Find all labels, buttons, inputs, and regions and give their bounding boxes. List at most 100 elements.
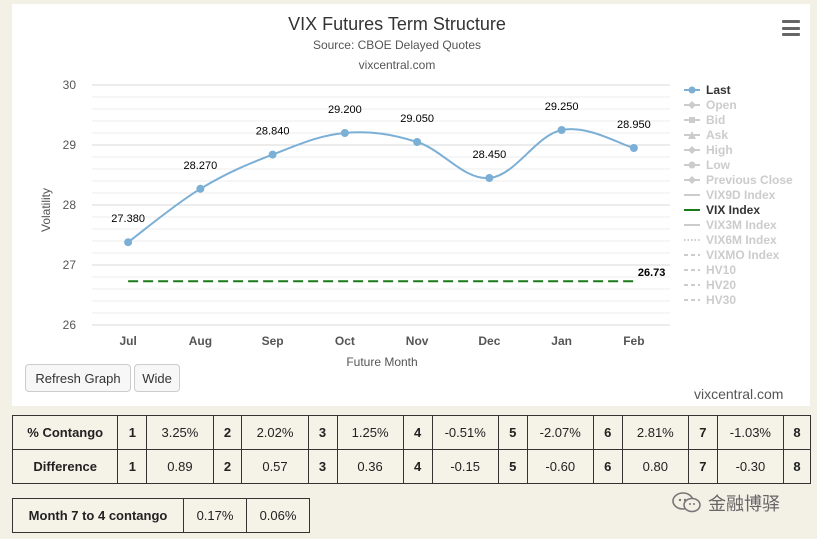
legend-marker-icon <box>684 175 700 184</box>
legend-label: HV30 <box>706 292 737 307</box>
legend-label: VIX3M Index <box>706 217 777 232</box>
month-contango-value-1: 0.17% <box>183 498 247 533</box>
contango-index: 8 <box>782 415 812 450</box>
legend-item[interactable]: High <box>684 142 808 157</box>
last-point[interactable] <box>413 138 422 146</box>
chart-credit-top[interactable]: vixcentral.com <box>358 58 436 72</box>
legend-label: VIXMO Index <box>706 247 780 262</box>
contango-value: -2.07% <box>526 415 594 450</box>
legend-item[interactable]: VIX6M Index <box>684 232 808 247</box>
last-point[interactable] <box>124 238 133 247</box>
legend-label: VIX Index <box>706 202 761 217</box>
last-point[interactable] <box>268 150 277 159</box>
contango-value: -0.51% <box>431 415 499 450</box>
contango-value: 1.25% <box>336 415 404 450</box>
chart-menu-icon[interactable] <box>782 20 800 36</box>
legend-item[interactable]: VIXMO Index <box>684 247 808 262</box>
last-point[interactable] <box>196 184 205 193</box>
legend-label: Last <box>706 82 731 97</box>
contango-index: 7 <box>687 415 718 450</box>
contango-table: % Contango 1 3.25% 2 2.02% 3 1.25% 4 -0.51% 5 -2.… <box>11 415 812 484</box>
difference-index: 1 <box>117 449 148 484</box>
legend-marker-icon <box>684 268 700 271</box>
difference-index: 4 <box>402 449 433 484</box>
last-data-label: 28.840 <box>256 126 290 138</box>
legend-label: Previous Close <box>706 172 793 187</box>
refresh-graph-button[interactable]: Refresh Graph <box>25 364 131 392</box>
legend-marker-icon <box>684 86 700 93</box>
wide-button[interactable]: Wide <box>134 364 180 392</box>
last-series: 27.380 28.270 28.840 29.200 29.050 28.450 29.2… <box>111 101 651 247</box>
difference-value: 0.80 <box>621 449 689 484</box>
legend-marker-icon <box>684 253 700 256</box>
contango-value: -1.03% <box>716 415 784 450</box>
x-tick-label: Jul <box>119 334 136 348</box>
legend-item[interactable]: Bid <box>684 112 808 127</box>
contango-label: % Contango <box>11 415 119 450</box>
legend-item[interactable]: HV10 <box>684 262 808 277</box>
difference-label: Difference <box>11 449 119 484</box>
line-chart: 26 27 28 29 30 Jul Aug Sep Oct Nov Dec Jan Feb Vola… <box>39 78 670 369</box>
legend-label: VIX6M Index <box>706 232 777 247</box>
chart-credit-bottom[interactable]: vixcentral.com <box>694 386 784 402</box>
last-point[interactable] <box>485 174 494 182</box>
y-tick-label: 27 <box>63 258 77 272</box>
last-point[interactable] <box>340 129 349 137</box>
contango-value: 3.25% <box>146 415 214 450</box>
contango-row: % Contango 1 3.25% 2 2.02% 3 1.25% 4 -0.51% 5 -2.… <box>11 415 812 450</box>
legend-marker-icon <box>684 298 700 301</box>
watermark-text: 金融博驿 <box>708 494 780 514</box>
legend-marker-icon <box>684 145 700 154</box>
legend-item[interactable]: Previous Close <box>684 172 808 187</box>
contango-index: 6 <box>592 415 623 450</box>
difference-index: 5 <box>497 449 528 484</box>
legend-item[interactable]: HV30 <box>684 292 808 307</box>
chart-title: VIX Futures Term Structure <box>288 14 506 34</box>
month-contango-value-2: 0.06% <box>246 498 310 533</box>
legend-marker-icon <box>684 100 700 109</box>
legend-label: Bid <box>706 112 726 127</box>
contango-index: 5 <box>497 415 528 450</box>
y-tick-label: 28 <box>63 198 77 212</box>
last-point[interactable] <box>557 126 566 134</box>
last-data-label: 29.200 <box>328 104 362 116</box>
contango-value: 2.81% <box>621 415 689 450</box>
watermark: 金融博驿 <box>672 490 780 516</box>
difference-value: 0.36 <box>336 449 404 484</box>
last-data-label: 29.050 <box>400 113 434 125</box>
vix-index-series: 26.73 <box>128 267 666 283</box>
wechat-icon <box>672 492 701 513</box>
last-data-label: 27.380 <box>111 213 145 225</box>
legend-marker-icon <box>684 283 700 286</box>
difference-value: -0.15 <box>431 449 499 484</box>
y-axis-label: Volatility <box>39 188 53 232</box>
legend-item[interactable]: VIX9D Index <box>684 187 808 202</box>
x-tick-label: Nov <box>406 334 429 348</box>
legend-item[interactable]: Last <box>684 82 808 97</box>
vix-index-label: 26.73 <box>638 267 666 279</box>
contango-index: 4 <box>402 415 433 450</box>
legend-item[interactable]: Ask <box>684 127 808 142</box>
difference-index: 6 <box>592 449 623 484</box>
legend-label: Open <box>706 97 737 112</box>
difference-value: -0.30 <box>716 449 784 484</box>
y-tick-label: 29 <box>63 138 77 152</box>
x-tick-label: Jan <box>551 334 572 348</box>
legend-label: Ask <box>706 127 729 142</box>
legend-label: HV10 <box>706 262 737 277</box>
chart-grid <box>92 84 670 326</box>
contango-index: 1 <box>117 415 148 450</box>
difference-value: 0.57 <box>241 449 309 484</box>
contango-index: 3 <box>307 415 338 450</box>
legend-item[interactable]: HV20 <box>684 277 808 292</box>
difference-value: 0.89 <box>146 449 214 484</box>
difference-index: 3 <box>307 449 338 484</box>
legend-marker-icon <box>684 130 700 139</box>
legend-item[interactable]: Open <box>684 97 808 112</box>
legend-item[interactable]: VIX3M Index <box>684 217 808 232</box>
legend-item[interactable]: VIX Index <box>684 202 808 217</box>
legend-item[interactable]: Low <box>684 157 808 172</box>
x-axis-label: Future Month <box>346 355 417 369</box>
last-point[interactable] <box>629 144 638 152</box>
month-contango-label: Month 7 to 4 contango <box>12 498 184 533</box>
